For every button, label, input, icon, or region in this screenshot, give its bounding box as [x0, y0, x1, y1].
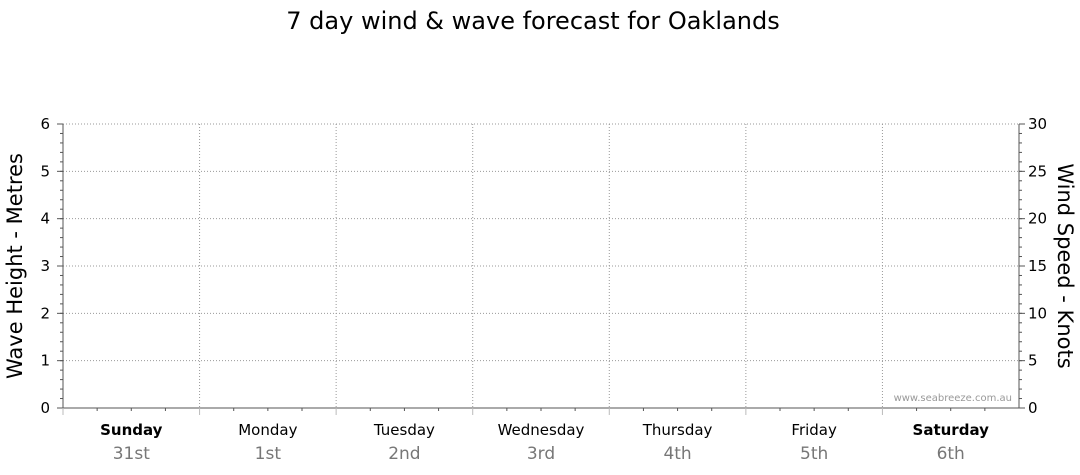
- day-name-tuesday: Tuesday: [373, 421, 435, 439]
- day-name-thursday: Thursday: [642, 421, 713, 439]
- grid-lines: [63, 123, 1019, 408]
- day-date: 2nd: [388, 444, 420, 464]
- left-tick-label: 0: [40, 399, 50, 417]
- day-name-monday: Monday: [238, 421, 297, 439]
- right-tick-label: 20: [1028, 210, 1047, 228]
- right-tick-label: 30: [1028, 115, 1047, 133]
- day-date: 5th: [800, 444, 828, 464]
- left-tick-label: 4: [40, 210, 50, 228]
- day-name-sunday: Sunday: [100, 421, 163, 439]
- left-tick-label: 1: [40, 352, 50, 370]
- left-y-axis: 0 1 2 3 4 5 6: [40, 115, 63, 417]
- right-tick-label: 15: [1028, 257, 1047, 275]
- right-tick-label: 10: [1028, 304, 1047, 322]
- day-name-saturday: Saturday: [913, 421, 990, 439]
- right-axis-title: Wind Speed - Knots: [1053, 163, 1077, 368]
- left-tick-label: 2: [40, 304, 50, 322]
- day-date: 4th: [663, 444, 691, 464]
- left-tick-label: 5: [40, 162, 50, 180]
- left-tick-label: 6: [40, 115, 50, 133]
- right-tick-label: 25: [1028, 162, 1047, 180]
- day-date: 3rd: [527, 444, 555, 464]
- left-tick-label: 3: [40, 257, 50, 275]
- right-tick-label: 0: [1028, 399, 1038, 417]
- x-axis-days: Sunday 31st Monday 1st Tuesday 2nd Wednesday 3r…: [62, 408, 990, 464]
- right-tick-label: 5: [1028, 352, 1038, 370]
- day-date: 6th: [937, 444, 965, 464]
- day-name-friday: Friday: [791, 421, 837, 439]
- day-date: 1st: [255, 444, 282, 464]
- watermark: www.seabreeze.com.au: [894, 393, 1012, 404]
- day-name-wednesday: Wednesday: [498, 421, 585, 439]
- chart-title: 7 day wind & wave forecast for Oaklands: [286, 7, 779, 35]
- right-y-axis: 0 5 10 15 20 25 30: [1019, 115, 1047, 417]
- left-axis-title: Wave Height - Metres: [3, 153, 27, 379]
- day-date: 31st: [113, 444, 150, 464]
